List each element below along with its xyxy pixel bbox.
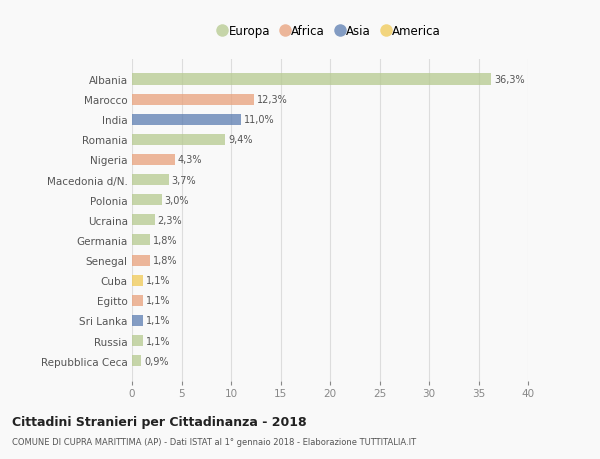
Text: COMUNE DI CUPRA MARITTIMA (AP) - Dati ISTAT al 1° gennaio 2018 - Elaborazione TU: COMUNE DI CUPRA MARITTIMA (AP) - Dati IS… (12, 437, 416, 446)
Bar (132, 114, 241, 125)
Bar (132, 215, 155, 226)
Bar (132, 174, 169, 186)
Text: 36,3%: 36,3% (494, 75, 525, 85)
Text: 3,7%: 3,7% (172, 175, 196, 185)
Text: 1,8%: 1,8% (153, 256, 177, 265)
Bar (132, 335, 143, 346)
Bar (132, 134, 225, 146)
Text: 0,9%: 0,9% (144, 356, 169, 366)
Text: 1,1%: 1,1% (146, 296, 170, 306)
Text: 1,1%: 1,1% (146, 336, 170, 346)
Text: 4,3%: 4,3% (178, 155, 202, 165)
Bar (132, 95, 254, 106)
Text: 3,0%: 3,0% (164, 195, 189, 205)
Text: 9,4%: 9,4% (228, 135, 253, 145)
Bar (132, 355, 141, 366)
Text: 1,1%: 1,1% (146, 316, 170, 326)
Text: Cittadini Stranieri per Cittadinanza - 2018: Cittadini Stranieri per Cittadinanza - 2… (12, 415, 307, 428)
Bar (132, 74, 491, 85)
Bar (132, 295, 143, 306)
Text: 11,0%: 11,0% (244, 115, 274, 125)
Text: 1,1%: 1,1% (146, 275, 170, 285)
Text: 1,8%: 1,8% (153, 235, 177, 246)
Text: 12,3%: 12,3% (257, 95, 287, 105)
Bar (132, 235, 150, 246)
Bar (132, 315, 143, 326)
Bar (132, 255, 150, 266)
Bar (132, 155, 175, 166)
Bar (132, 275, 143, 286)
Bar (132, 195, 162, 206)
Legend: Europa, Africa, Asia, America: Europa, Africa, Asia, America (214, 21, 446, 43)
Text: 2,3%: 2,3% (158, 215, 182, 225)
